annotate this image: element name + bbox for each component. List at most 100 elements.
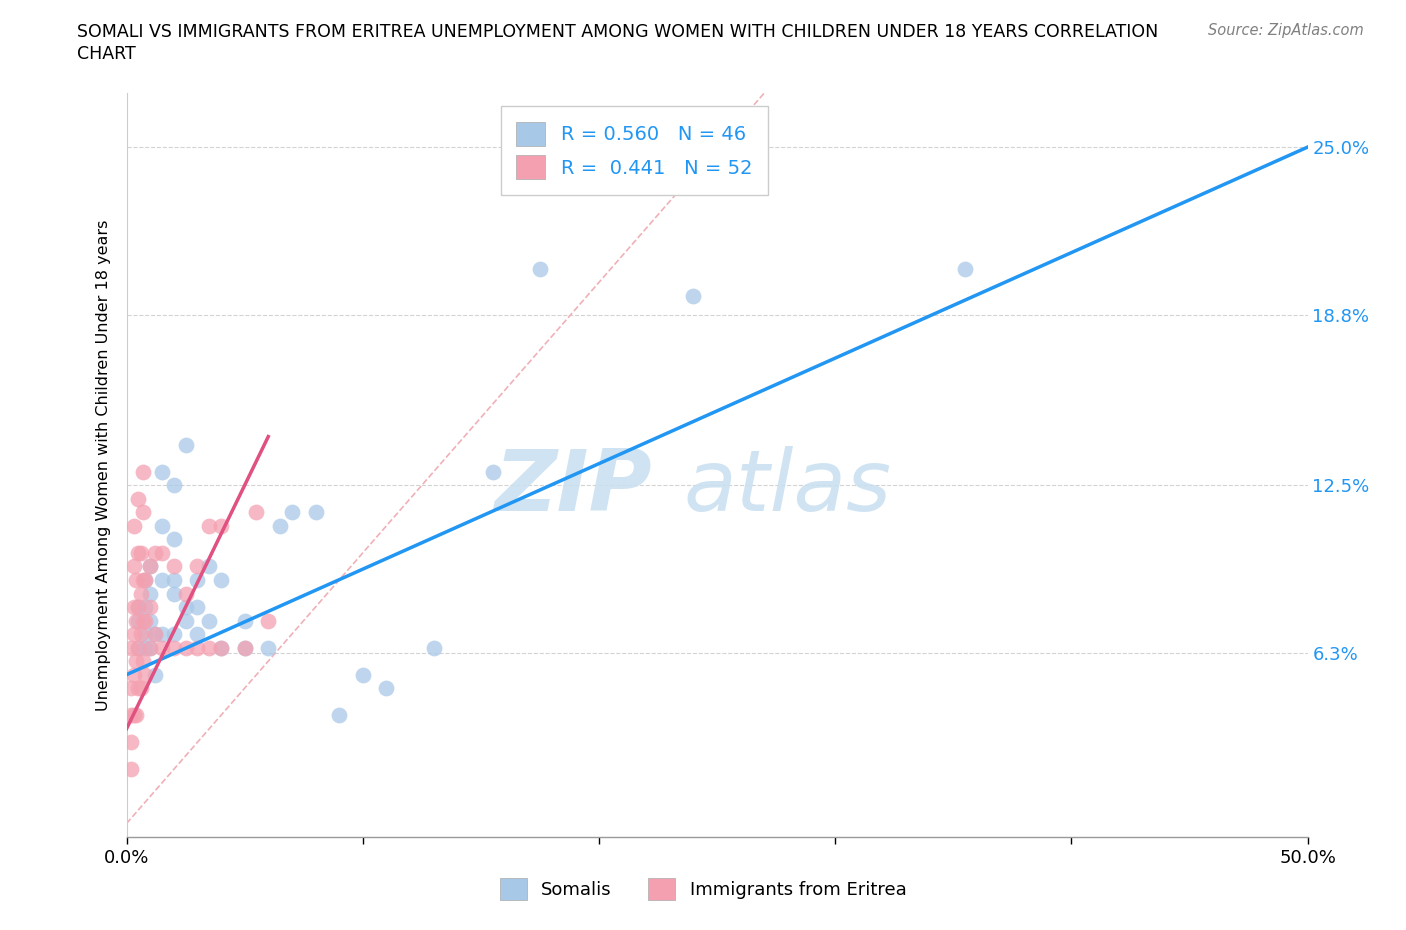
Point	[186, 627, 208, 642]
Point	[134, 573, 156, 588]
Point	[122, 627, 145, 642]
Point	[375, 681, 398, 696]
Point	[127, 600, 149, 615]
Point	[139, 586, 162, 601]
Point	[120, 735, 142, 750]
Point	[150, 573, 173, 588]
Point	[134, 613, 156, 628]
Point	[132, 613, 155, 628]
Point	[120, 762, 142, 777]
Point	[139, 559, 162, 574]
Point	[143, 667, 166, 682]
Point	[481, 464, 503, 479]
Point	[198, 559, 221, 574]
Point	[269, 518, 291, 533]
Point	[143, 627, 166, 642]
Point	[143, 627, 166, 642]
Point	[129, 546, 152, 561]
Point	[132, 654, 155, 669]
Point	[198, 518, 221, 533]
Point	[122, 667, 145, 682]
Point	[122, 600, 145, 615]
Point	[125, 573, 148, 588]
Point	[174, 640, 197, 655]
Point	[209, 518, 232, 533]
Point	[257, 613, 280, 628]
Point	[132, 573, 155, 588]
Point	[163, 627, 186, 642]
Point	[174, 613, 197, 628]
Point	[174, 600, 197, 615]
Point	[209, 573, 232, 588]
Point	[125, 654, 148, 669]
Point	[209, 640, 232, 655]
Point	[186, 573, 208, 588]
Legend: Somalis, Immigrants from Eritrea: Somalis, Immigrants from Eritrea	[492, 870, 914, 907]
Point	[134, 627, 156, 642]
Point	[129, 586, 152, 601]
Point	[352, 667, 374, 682]
Point	[163, 532, 186, 547]
Point	[174, 586, 197, 601]
Point	[120, 681, 142, 696]
Point	[233, 640, 256, 655]
Point	[198, 613, 221, 628]
Point	[163, 586, 186, 601]
Point	[257, 640, 280, 655]
Point	[150, 627, 173, 642]
Point	[682, 288, 704, 303]
Point	[134, 640, 156, 655]
Point	[163, 559, 186, 574]
Point	[953, 261, 976, 276]
Point	[127, 613, 149, 628]
Point	[281, 505, 304, 520]
Text: atlas: atlas	[683, 445, 891, 529]
Text: ZIP: ZIP	[495, 445, 652, 529]
Point	[150, 518, 173, 533]
Point	[127, 546, 149, 561]
Point	[125, 613, 148, 628]
Point	[174, 437, 197, 452]
Point	[328, 708, 350, 723]
Point	[422, 640, 444, 655]
Point	[186, 600, 208, 615]
Point	[127, 491, 149, 506]
Point	[163, 478, 186, 493]
Point	[127, 640, 149, 655]
Point	[134, 600, 156, 615]
Point	[163, 573, 186, 588]
Point	[139, 640, 162, 655]
Point	[134, 667, 156, 682]
Point	[122, 559, 145, 574]
Point	[209, 640, 232, 655]
Point	[122, 518, 145, 533]
Point	[139, 640, 162, 655]
Point	[163, 640, 186, 655]
Point	[129, 627, 152, 642]
Point	[304, 505, 326, 520]
Point	[139, 559, 162, 574]
Point	[134, 573, 156, 588]
Point	[127, 640, 149, 655]
Point	[127, 600, 149, 615]
Point	[139, 600, 162, 615]
Y-axis label: Unemployment Among Women with Children Under 18 years: Unemployment Among Women with Children U…	[96, 219, 111, 711]
Legend: R = 0.560   N = 46, R =  0.441   N = 52: R = 0.560 N = 46, R = 0.441 N = 52	[501, 106, 768, 194]
Point	[150, 546, 173, 561]
Point	[120, 640, 142, 655]
Point	[143, 546, 166, 561]
Text: CHART: CHART	[77, 45, 136, 62]
Point	[186, 559, 208, 574]
Point	[129, 681, 152, 696]
Point	[186, 640, 208, 655]
Point	[150, 464, 173, 479]
Text: SOMALI VS IMMIGRANTS FROM ERITREA UNEMPLOYMENT AMONG WOMEN WITH CHILDREN UNDER 1: SOMALI VS IMMIGRANTS FROM ERITREA UNEMPL…	[77, 23, 1159, 41]
Point	[233, 613, 256, 628]
Point	[120, 708, 142, 723]
Point	[198, 640, 221, 655]
Point	[529, 261, 551, 276]
Point	[139, 613, 162, 628]
Point	[122, 708, 145, 723]
Point	[132, 464, 155, 479]
Point	[245, 505, 267, 520]
